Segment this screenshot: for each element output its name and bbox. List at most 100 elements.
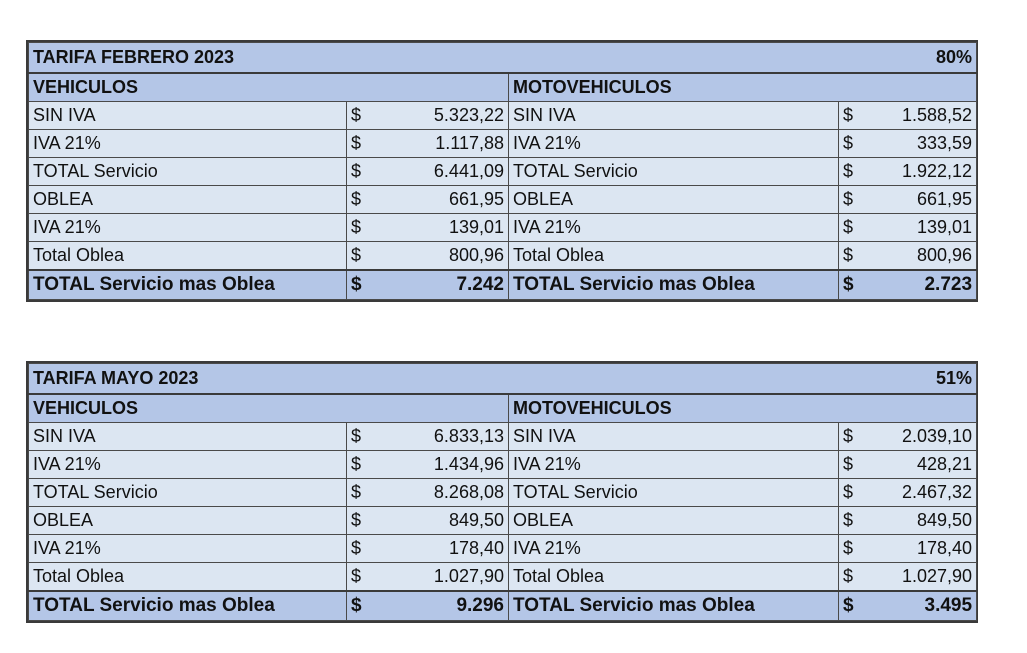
motovehiculos-header: MOTOVEHICULOS <box>507 72 978 102</box>
row-label: OBLEA <box>508 185 839 214</box>
moto-amount: 428,21 <box>876 450 978 479</box>
motovehiculos-header: MOTOVEHICULOS <box>507 393 978 423</box>
moto-amount: 1.027,90 <box>876 562 978 591</box>
vehiculo-amount: 1.027,90 <box>386 562 509 591</box>
currency-symbol: $ <box>346 129 387 158</box>
moto-amount: 1.588,52 <box>876 101 978 130</box>
title-row: TARIFA FEBRERO 2023 80% <box>27 42 978 74</box>
vehiculos-header: VEHICULOS <box>28 72 509 102</box>
total-label: TOTAL Servicio mas Oblea <box>28 268 347 300</box>
currency-symbol: $ <box>346 478 387 507</box>
table-row: Total Oblea $ 1.027,90 Total Oblea $ 1.0… <box>28 562 978 591</box>
moto-amount: 661,95 <box>876 185 978 214</box>
row-label: OBLEA <box>28 185 347 214</box>
vehiculo-amount: 1.434,96 <box>386 450 509 479</box>
moto-amount: 178,40 <box>876 534 978 563</box>
row-label: OBLEA <box>28 506 347 535</box>
vehiculo-amount: 1.117,88 <box>386 129 509 158</box>
row-label: SIN IVA <box>28 422 347 451</box>
tarifa-table-mayo: TARIFA MAYO 2023 51% VEHICULOS MOTOVEHIC… <box>26 361 978 623</box>
total-label: TOTAL Servicio mas Oblea <box>508 268 839 300</box>
currency-symbol: $ <box>837 450 877 479</box>
currency-symbol: $ <box>346 185 387 214</box>
table-row: IVA 21% $ 178,40 IVA 21% $ 178,40 <box>28 534 978 563</box>
total-row: TOTAL Servicio mas Oblea $ 9.296 TOTAL S… <box>28 589 978 621</box>
currency-symbol: $ <box>346 213 387 242</box>
vehiculo-total: 9.296 <box>386 589 509 621</box>
row-label: IVA 21% <box>508 450 839 479</box>
table-title: TARIFA FEBRERO 2023 <box>27 42 877 74</box>
row-label: SIN IVA <box>508 422 839 451</box>
vehiculo-amount: 661,95 <box>386 185 509 214</box>
currency-symbol: $ <box>837 422 877 451</box>
moto-amount: 849,50 <box>876 506 978 535</box>
currency-symbol: $ <box>837 589 877 621</box>
moto-amount: 2.467,32 <box>876 478 978 507</box>
table-title: TARIFA MAYO 2023 <box>27 363 877 395</box>
currency-symbol: $ <box>346 506 387 535</box>
row-label: TOTAL Servicio <box>28 157 347 186</box>
table-row: Total Oblea $ 800,96 Total Oblea $ 800,9… <box>28 241 978 270</box>
vehiculo-amount: 6.833,13 <box>386 422 509 451</box>
currency-symbol: $ <box>837 185 877 214</box>
row-label: Total Oblea <box>28 562 347 591</box>
row-label: IVA 21% <box>508 129 839 158</box>
currency-symbol: $ <box>837 101 877 130</box>
currency-symbol: $ <box>837 506 877 535</box>
moto-total: 2.723 <box>876 268 978 300</box>
row-label: Total Oblea <box>508 562 839 591</box>
row-label: OBLEA <box>508 506 839 535</box>
currency-symbol: $ <box>346 422 387 451</box>
table-row: IVA 21% $ 1.434,96 IVA 21% $ 428,21 <box>28 450 978 479</box>
moto-amount: 139,01 <box>876 213 978 242</box>
tarifa-grid: TARIFA MAYO 2023 51% VEHICULOS MOTOVEHIC… <box>27 363 978 621</box>
vehiculo-amount: 6.441,09 <box>386 157 509 186</box>
table-row: TOTAL Servicio $ 6.441,09 TOTAL Servicio… <box>28 157 978 186</box>
currency-symbol: $ <box>346 589 387 621</box>
table-row: OBLEA $ 661,95 OBLEA $ 661,95 <box>28 185 978 214</box>
row-label: TOTAL Servicio <box>508 478 839 507</box>
section-header-row: VEHICULOS MOTOVEHICULOS <box>28 72 978 102</box>
total-label: TOTAL Servicio mas Oblea <box>28 589 347 621</box>
currency-symbol: $ <box>837 241 877 270</box>
vehiculo-amount: 178,40 <box>386 534 509 563</box>
vehiculo-amount: 800,96 <box>386 241 509 270</box>
row-label: SIN IVA <box>28 101 347 130</box>
moto-amount: 800,96 <box>876 241 978 270</box>
table-row: IVA 21% $ 1.117,88 IVA 21% $ 333,59 <box>28 129 978 158</box>
table-row: OBLEA $ 849,50 OBLEA $ 849,50 <box>28 506 978 535</box>
row-label: IVA 21% <box>508 213 839 242</box>
row-label: IVA 21% <box>28 129 347 158</box>
table-row: SIN IVA $ 5.323,22 SIN IVA $ 1.588,52 <box>28 101 978 130</box>
percent-badge: 51% <box>876 363 978 395</box>
row-label: Total Oblea <box>28 241 347 270</box>
row-label: IVA 21% <box>28 450 347 479</box>
percent-badge: 80% <box>876 42 978 74</box>
vehiculo-amount: 849,50 <box>386 506 509 535</box>
total-row: TOTAL Servicio mas Oblea $ 7.242 TOTAL S… <box>28 268 978 300</box>
currency-symbol: $ <box>837 562 877 591</box>
currency-symbol: $ <box>346 450 387 479</box>
currency-symbol: $ <box>837 478 877 507</box>
tarifa-table-febrero: TARIFA FEBRERO 2023 80% VEHICULOS MOTOVE… <box>26 40 978 302</box>
row-label: TOTAL Servicio <box>508 157 839 186</box>
vehiculo-amount: 139,01 <box>386 213 509 242</box>
currency-symbol: $ <box>346 101 387 130</box>
row-label: Total Oblea <box>508 241 839 270</box>
table-row: IVA 21% $ 139,01 IVA 21% $ 139,01 <box>28 213 978 242</box>
moto-amount: 1.922,12 <box>876 157 978 186</box>
row-label: IVA 21% <box>508 534 839 563</box>
tarifa-grid: TARIFA FEBRERO 2023 80% VEHICULOS MOTOVE… <box>27 42 978 300</box>
currency-symbol: $ <box>837 157 877 186</box>
moto-amount: 2.039,10 <box>876 422 978 451</box>
currency-symbol: $ <box>837 129 877 158</box>
currency-symbol: $ <box>346 241 387 270</box>
vehiculo-amount: 5.323,22 <box>386 101 509 130</box>
currency-symbol: $ <box>346 562 387 591</box>
title-row: TARIFA MAYO 2023 51% <box>27 363 978 395</box>
row-label: IVA 21% <box>28 534 347 563</box>
currency-symbol: $ <box>346 268 387 300</box>
moto-total: 3.495 <box>876 589 978 621</box>
currency-symbol: $ <box>837 534 877 563</box>
section-header-row: VEHICULOS MOTOVEHICULOS <box>28 393 978 423</box>
